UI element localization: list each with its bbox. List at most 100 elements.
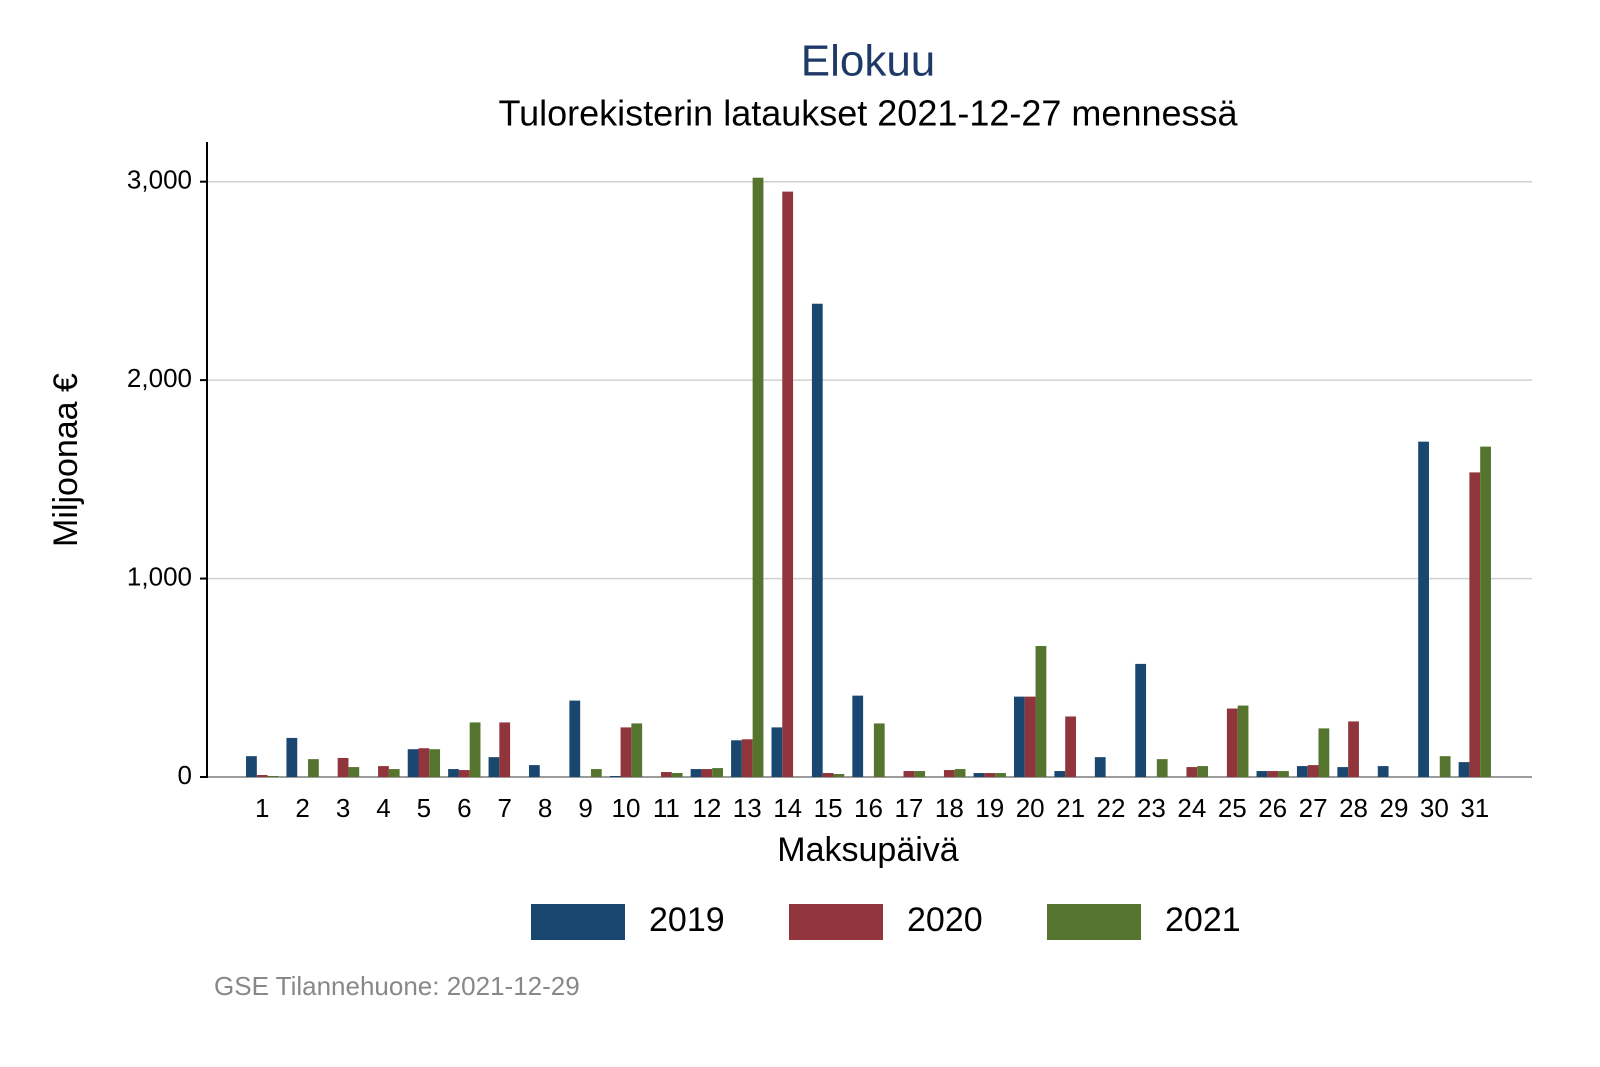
bar bbox=[590, 769, 602, 777]
bar bbox=[1197, 766, 1209, 777]
bar bbox=[661, 772, 672, 777]
bar bbox=[488, 757, 500, 777]
bar bbox=[833, 774, 845, 777]
bar bbox=[1318, 728, 1330, 777]
bar bbox=[1135, 663, 1147, 777]
x-tick-label: 17 bbox=[894, 793, 923, 823]
x-tick-label: 25 bbox=[1218, 793, 1247, 823]
bar bbox=[407, 749, 419, 777]
x-tick-label: 31 bbox=[1460, 793, 1489, 823]
y-tick-label: 1,000 bbox=[127, 561, 192, 591]
bar bbox=[1014, 696, 1025, 777]
bar bbox=[1439, 756, 1451, 777]
x-tick-label: 9 bbox=[578, 793, 592, 823]
chart-title: Elokuu bbox=[801, 37, 936, 86]
x-tick-label: 8 bbox=[538, 793, 552, 823]
bar bbox=[620, 727, 632, 777]
x-tick-label: 7 bbox=[497, 793, 511, 823]
bar bbox=[903, 771, 915, 777]
bar bbox=[701, 769, 713, 777]
bar bbox=[458, 770, 470, 777]
bar bbox=[267, 776, 279, 777]
bar bbox=[712, 768, 723, 777]
bar bbox=[731, 740, 742, 777]
bar bbox=[1480, 446, 1491, 777]
bar bbox=[418, 748, 430, 777]
x-tick-label: 23 bbox=[1137, 793, 1166, 823]
bar bbox=[286, 737, 298, 777]
x-tick-label: 11 bbox=[653, 793, 680, 823]
x-tick-label: 28 bbox=[1339, 793, 1368, 823]
bar bbox=[256, 775, 268, 777]
bar bbox=[873, 723, 885, 777]
y-tick-label: 2,000 bbox=[127, 363, 192, 393]
bar bbox=[448, 769, 459, 777]
x-tick-label: 3 bbox=[336, 793, 350, 823]
bar bbox=[690, 769, 702, 777]
x-axis-label: Maksupäivä bbox=[777, 831, 959, 869]
bar bbox=[741, 739, 753, 777]
bar bbox=[378, 766, 389, 777]
bar bbox=[1458, 762, 1470, 777]
bar bbox=[1237, 705, 1249, 777]
x-tick-label: 22 bbox=[1097, 793, 1126, 823]
bar bbox=[388, 769, 400, 777]
bar bbox=[528, 765, 540, 777]
bar bbox=[995, 773, 1006, 777]
bar bbox=[1035, 646, 1047, 777]
bar bbox=[771, 727, 783, 777]
bar bbox=[499, 722, 511, 777]
x-tick-label: 27 bbox=[1299, 793, 1328, 823]
x-tick-label: 26 bbox=[1258, 793, 1287, 823]
bar bbox=[348, 767, 360, 777]
bar bbox=[984, 773, 996, 777]
bar bbox=[914, 771, 926, 777]
x-tick-label: 13 bbox=[733, 793, 762, 823]
bar bbox=[954, 769, 966, 777]
legend-label: 2020 bbox=[907, 901, 983, 939]
bar bbox=[429, 749, 441, 777]
x-tick-label: 1 bbox=[255, 793, 269, 823]
source-note: GSE Tilannehuone: 2021-12-29 bbox=[214, 971, 580, 1001]
bar bbox=[671, 773, 683, 777]
bar bbox=[811, 303, 823, 777]
legend-swatch bbox=[1047, 904, 1141, 940]
legend-swatch bbox=[789, 904, 883, 940]
y-axis-label: Miljoonaa € bbox=[47, 373, 85, 547]
bar bbox=[1278, 771, 1289, 777]
bar bbox=[943, 770, 955, 777]
x-tick-label: 29 bbox=[1379, 793, 1408, 823]
x-tick-label: 4 bbox=[376, 793, 390, 823]
x-tick-label: 14 bbox=[773, 793, 802, 823]
bar bbox=[1348, 721, 1359, 777]
bar bbox=[1256, 771, 1268, 777]
bar bbox=[1337, 767, 1349, 777]
bar bbox=[1307, 765, 1319, 777]
legend-label: 2021 bbox=[1165, 901, 1241, 939]
x-tick-label: 15 bbox=[814, 793, 843, 823]
legend-swatch bbox=[531, 904, 625, 940]
bar bbox=[337, 757, 349, 777]
x-tick-label: 19 bbox=[975, 793, 1004, 823]
bar bbox=[1054, 771, 1066, 777]
x-tick-label: 6 bbox=[457, 793, 471, 823]
x-tick-label: 21 bbox=[1056, 793, 1085, 823]
bar bbox=[752, 177, 764, 777]
bar bbox=[973, 773, 985, 777]
x-tick-label: 16 bbox=[854, 793, 883, 823]
bar bbox=[609, 776, 621, 777]
bar bbox=[1024, 696, 1036, 777]
y-tick-label: 0 bbox=[178, 760, 192, 790]
y-tick-label: 3,000 bbox=[127, 165, 192, 195]
bar bbox=[852, 695, 864, 777]
x-tick-label: 30 bbox=[1420, 793, 1449, 823]
x-tick-label: 5 bbox=[417, 793, 431, 823]
bar bbox=[308, 759, 319, 777]
x-tick-label: 12 bbox=[692, 793, 721, 823]
x-tick-label: 2 bbox=[295, 793, 309, 823]
bar bbox=[1226, 708, 1238, 777]
bar bbox=[631, 723, 643, 777]
bar bbox=[822, 773, 834, 777]
bar bbox=[1156, 759, 1168, 777]
